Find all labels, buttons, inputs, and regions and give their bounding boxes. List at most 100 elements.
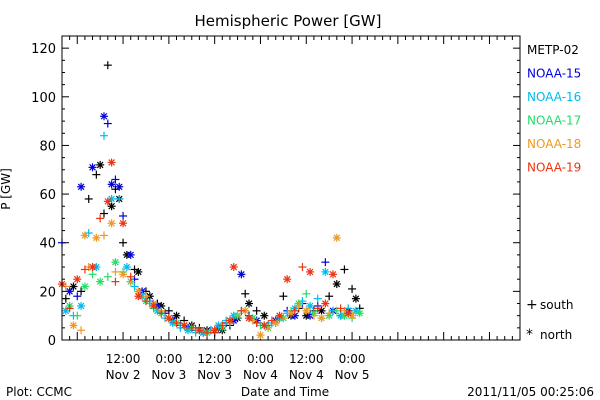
data-point-north xyxy=(107,202,116,211)
data-point-north xyxy=(65,287,74,296)
data-point-south xyxy=(233,311,242,320)
data-point-south xyxy=(203,328,212,337)
data-point-south xyxy=(340,265,349,274)
data-point-south xyxy=(96,214,105,223)
data-point-south xyxy=(99,231,108,240)
x-axis-ticks: 12:00 Nov 2 0:00 Nov 3 12:00 Nov 3 0:00 Nov 4 12… xyxy=(61,36,521,382)
data-point-south xyxy=(252,318,261,327)
marker-legend: + south * north xyxy=(526,297,574,343)
data-point-south xyxy=(172,318,181,327)
data-point-north xyxy=(283,275,292,284)
data-point-south xyxy=(130,282,139,291)
data-point-south xyxy=(77,326,86,335)
data-point-north xyxy=(260,311,269,320)
data-point-north xyxy=(77,182,86,191)
x-tick-date-label: Nov 4 xyxy=(243,368,278,382)
data-point-north xyxy=(321,299,330,308)
data-point-north xyxy=(195,326,204,335)
data-point-north xyxy=(306,267,315,276)
data-point-north xyxy=(69,321,78,330)
data-point-south xyxy=(298,263,307,272)
y-tick-label: 40 xyxy=(39,237,56,252)
data-point-north xyxy=(80,282,89,291)
data-point-south xyxy=(73,311,82,320)
data-point-south xyxy=(313,294,322,303)
marker-legend-symbol: * xyxy=(526,327,533,343)
data-point-north xyxy=(88,163,97,172)
data-point-south xyxy=(99,131,108,140)
plot-frame xyxy=(61,35,521,341)
data-point-north xyxy=(103,197,112,206)
data-point-north xyxy=(225,316,234,325)
data-point-south xyxy=(84,194,93,203)
data-point-south xyxy=(348,284,357,293)
data-point-north xyxy=(245,299,254,308)
legend-entry: NOAA-15 xyxy=(527,67,581,81)
data-point-south xyxy=(119,238,128,247)
series-noaa-15 xyxy=(58,112,353,337)
data-point-south xyxy=(279,292,288,301)
data-point-south xyxy=(302,289,311,298)
data-point-south xyxy=(80,265,89,274)
data-point-south xyxy=(88,270,97,279)
data-point-north xyxy=(355,309,364,318)
data-point-north xyxy=(245,314,254,323)
y-tick-label: 80 xyxy=(39,139,56,154)
data-point-north xyxy=(149,301,158,310)
legend-entry: NOAA-16 xyxy=(527,90,581,104)
data-point-south xyxy=(237,306,246,315)
x-tick-time-label: 12:00 xyxy=(106,352,141,366)
data-point-south xyxy=(111,175,120,184)
data-point-north xyxy=(351,294,360,303)
data-point-south xyxy=(103,272,112,281)
data-point-south xyxy=(65,304,74,313)
legend: METP-02 NOAA-15 NOAA-16 NOAA-17 NOAA-18 NOAA-… xyxy=(527,43,581,175)
x-tick-time-label: 0:00 xyxy=(247,352,274,366)
data-point-north xyxy=(275,311,284,320)
data-point-south xyxy=(290,306,299,315)
series-noaa-19 xyxy=(58,158,353,337)
data-points xyxy=(58,61,364,340)
data-point-north xyxy=(321,267,330,276)
y-tick-label: 120 xyxy=(31,42,56,57)
x-tick-date-label: Nov 2 xyxy=(106,368,141,382)
data-point-north xyxy=(96,277,105,286)
data-point-south xyxy=(336,304,345,313)
marker-legend-symbol: + xyxy=(526,297,538,313)
y-axis-label: P [GW] xyxy=(0,168,13,210)
y-tick-label: 20 xyxy=(39,285,56,300)
data-point-north xyxy=(69,282,78,291)
data-point-south xyxy=(294,301,303,310)
x-tick-time-label: 0:00 xyxy=(155,352,182,366)
marker-legend-label: north xyxy=(540,328,572,342)
data-point-south xyxy=(325,309,334,318)
data-point-north xyxy=(134,267,143,276)
data-point-north xyxy=(126,250,135,259)
data-point-north xyxy=(88,263,97,272)
data-point-south xyxy=(267,316,276,325)
x-tick-time-label: 12:00 xyxy=(197,352,232,366)
data-point-south xyxy=(252,306,261,315)
data-point-south xyxy=(309,311,318,320)
data-point-north xyxy=(180,321,189,330)
y-tick-label: 60 xyxy=(39,188,56,203)
legend-entry: METP-02 xyxy=(527,43,579,57)
data-point-north xyxy=(80,231,89,240)
data-point-north xyxy=(119,219,128,228)
data-point-north xyxy=(122,263,131,272)
data-point-north xyxy=(92,233,101,242)
data-point-south xyxy=(218,321,227,330)
data-point-north xyxy=(172,311,181,320)
series-noaa-18 xyxy=(61,219,357,340)
data-point-north xyxy=(229,263,238,272)
data-point-north xyxy=(77,301,86,310)
x-axis-label: Date and Time xyxy=(241,385,329,399)
data-point-north xyxy=(99,112,108,121)
data-point-south xyxy=(99,209,108,218)
data-point-north xyxy=(317,314,326,323)
marker-legend-label: south xyxy=(540,298,574,312)
data-point-south xyxy=(111,277,120,286)
data-point-south xyxy=(103,61,112,70)
data-point-south xyxy=(187,323,196,332)
